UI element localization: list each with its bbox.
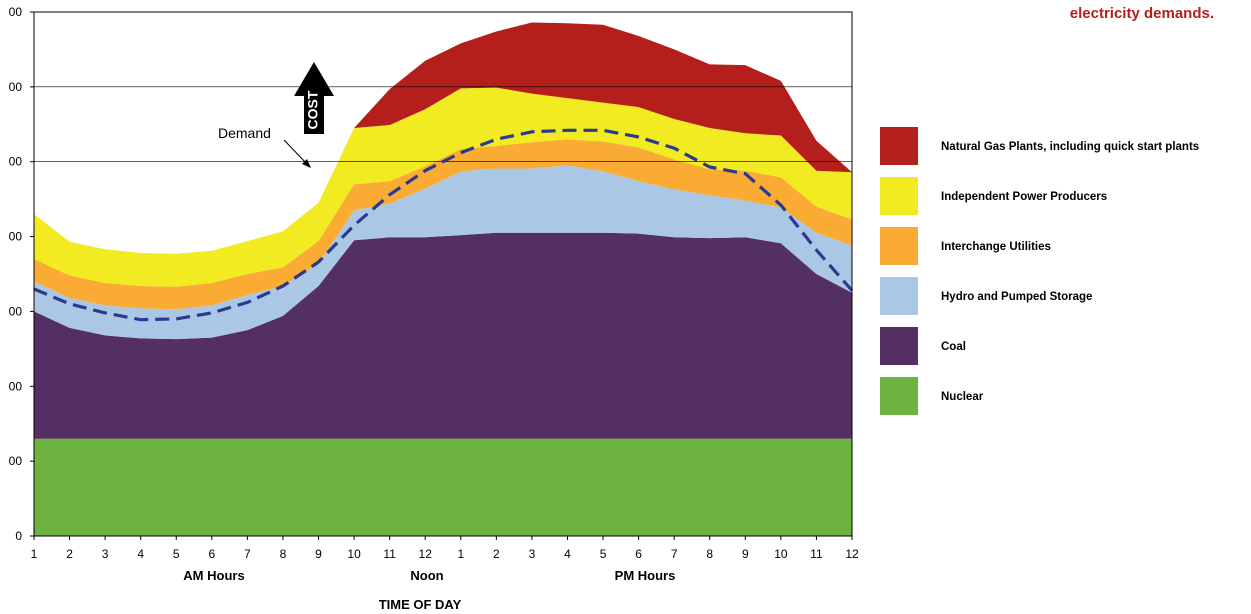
y-tick-label-7: 00 — [9, 5, 23, 19]
area-hydro-and-pumped-storage — [34, 165, 852, 340]
legend-label-nuclear: Nuclear — [941, 391, 984, 403]
area-natural-gas-plants-including-quick-start-plants — [34, 22, 852, 254]
x-tick-label-15: 4 — [564, 547, 571, 561]
x-tick-label-7: 8 — [280, 547, 287, 561]
y-tick-label-3: 00 — [9, 304, 23, 318]
legend-swatch-coal — [880, 327, 918, 365]
x-tick-label-20: 9 — [742, 547, 749, 561]
plot-area — [34, 22, 852, 536]
legend: Natural Gas Plants, including quick star… — [880, 127, 1199, 415]
legend-label-independent-power-producers: Independent Power Producers — [941, 191, 1107, 203]
pm-hours-label: PM Hours — [615, 568, 676, 583]
area-interchange-utilities — [34, 139, 852, 310]
legend-label-interchange-utilities: Interchange Utilities — [941, 241, 1051, 253]
x-tick-label-6: 7 — [244, 547, 251, 561]
area-coal — [34, 232, 852, 439]
y-tick-label-6: 00 — [9, 80, 23, 94]
x-tick-label-1: 2 — [66, 547, 73, 561]
x-tick-label-11: 12 — [419, 547, 433, 561]
x-tick-label-0: 1 — [31, 547, 38, 561]
x-tick-label-12: 1 — [457, 547, 464, 561]
x-axis: 1 2 3 4 5 6 7 8 9 10 11 12 1 2 3 4 5 6 7 8 9 10 11 12 — [31, 536, 859, 561]
legend-label-coal: Coal — [941, 341, 966, 353]
cost-arrow-label: COST — [305, 90, 321, 129]
x-tick-label-4: 5 — [173, 547, 180, 561]
x-tick-label-5: 6 — [208, 547, 215, 561]
x-axis-title: TIME OF DAY — [379, 597, 462, 612]
x-tick-label-3: 4 — [137, 547, 144, 561]
demand-annotation: Demand — [218, 125, 271, 141]
legend-swatch-independent-power-producers — [880, 177, 918, 215]
x-tick-label-10: 11 — [383, 547, 396, 561]
x-tick-label-18: 7 — [671, 547, 678, 561]
legend-swatch-hydro-and-pumped-storage — [880, 277, 918, 315]
legend-swatch-nuclear — [880, 377, 918, 415]
x-tick-label-23: 12 — [845, 547, 859, 561]
demand-line-group — [33, 128, 854, 322]
demand-line — [33, 128, 854, 322]
am-hours-label: AM Hours — [183, 568, 244, 583]
x-tick-label-13: 2 — [493, 547, 500, 561]
legend-label-hydro-and-pumped-storage: Hydro and Pumped Storage — [941, 291, 1092, 303]
noon-label: Noon — [410, 568, 443, 583]
plot-frame — [33, 11, 853, 537]
y-tick-label-1: 00 — [9, 454, 23, 468]
y-tick-label-2: 00 — [9, 379, 23, 393]
cost-arrow — [294, 62, 334, 134]
x-tick-label-8: 9 — [315, 547, 322, 561]
x-tick-label-17: 6 — [635, 547, 642, 561]
demand-pointer-arrowhead — [302, 159, 311, 168]
y-tick-label-5: 00 — [9, 155, 23, 169]
x-tick-label-22: 11 — [810, 547, 823, 561]
area-independent-power-producers — [34, 87, 852, 287]
legend-swatch-natural-gas-plants-including-quick-start-plants — [880, 127, 918, 165]
x-tick-label-2: 3 — [102, 547, 109, 561]
area-nuclear — [34, 438, 852, 536]
x-tick-label-14: 3 — [529, 547, 536, 561]
x-tick-label-9: 10 — [347, 547, 361, 561]
x-tick-label-16: 5 — [600, 547, 607, 561]
y-tick-label-4: 00 — [9, 230, 23, 244]
x-tick-label-21: 10 — [774, 547, 788, 561]
legend-label-natural-gas-plants-including-quick-start-plants: Natural Gas Plants, including quick star… — [941, 141, 1199, 153]
caption-text: electricity demands. — [1070, 5, 1214, 22]
legend-swatch-interchange-utilities — [880, 227, 918, 265]
y-tick-label-0: 0 — [15, 529, 22, 543]
x-tick-label-19: 8 — [706, 547, 713, 561]
